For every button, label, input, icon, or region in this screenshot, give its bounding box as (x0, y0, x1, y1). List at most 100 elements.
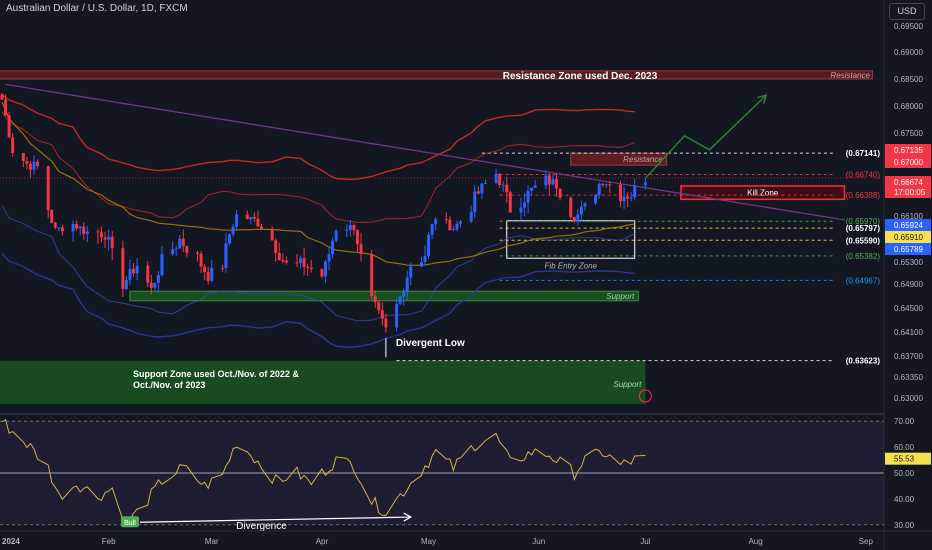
candle-body (352, 225, 356, 231)
candle-body (231, 226, 235, 235)
candle-body (235, 214, 239, 227)
candle-body (210, 267, 214, 281)
resistance-box-label: Resistance (623, 155, 663, 164)
zones-layer: Resistance Zone used Dec. 2023 Resistance… (0, 70, 873, 404)
candle-body (498, 173, 502, 186)
candle-body (355, 230, 359, 245)
candle-body (327, 254, 331, 262)
candle-body (423, 256, 427, 263)
candle-body (505, 184, 509, 193)
support-zone-label-line1: Support Zone used Oct./Nov. of 2022 & (133, 369, 299, 379)
rsi-tick-label: 70.00 (894, 417, 915, 426)
price-tick-label: 0.65300 (894, 258, 923, 267)
time-tick-label: May (421, 537, 436, 546)
time-tick-label: Feb (102, 537, 116, 546)
price-badge-label: 0.67135 (894, 146, 923, 155)
candle-body (601, 183, 605, 185)
candle-body (53, 222, 57, 228)
price-level-label: (0.65797) (846, 224, 881, 233)
candle-body (82, 226, 86, 234)
candle-body (373, 296, 377, 303)
support-zone-middle (129, 290, 639, 302)
time-tick-label: Mar (205, 537, 219, 546)
price-badge (885, 144, 931, 156)
candle-body (345, 229, 349, 231)
candle-body (469, 212, 473, 222)
candle-body (380, 310, 384, 319)
price-tick-label: 0.64900 (894, 280, 923, 289)
kill-zone-label: Kill Zone (747, 189, 779, 198)
candle-body (377, 302, 381, 311)
candle-body (526, 190, 530, 203)
candle-body (46, 166, 50, 211)
candle-body (32, 161, 36, 170)
rsi-line (1, 419, 646, 521)
candle-body (309, 267, 313, 270)
candle-body (323, 261, 327, 277)
candle-body (594, 194, 598, 204)
bands-layer (1, 83, 846, 349)
price-level-label: (0.64967) (846, 276, 881, 285)
price-level-label: (0.65590) (846, 236, 881, 245)
candle-body (281, 260, 285, 262)
candle-body (384, 318, 388, 328)
candle-body (284, 260, 288, 263)
candle-body (299, 258, 303, 263)
candle-body (259, 226, 263, 229)
candle-body (100, 232, 104, 238)
candle-body (196, 252, 199, 254)
candle-body (405, 277, 409, 293)
candle-body (203, 266, 207, 273)
price-tick-label: 0.63000 (894, 394, 923, 403)
price-badge (885, 231, 931, 243)
price-tick-label: 0.64100 (894, 328, 923, 337)
candle-body (555, 179, 559, 189)
time-tick-label: Apr (316, 537, 329, 546)
kill-zone-box (680, 185, 846, 201)
candle-body (270, 228, 274, 241)
lower-band-outer (1, 252, 635, 349)
fib-entry-box (506, 220, 636, 259)
price-badge-label: 0.65924 (894, 221, 923, 230)
candle-body (57, 227, 61, 229)
divergence-label: Divergence (236, 521, 287, 532)
candle-body (597, 183, 601, 195)
candle-body (306, 266, 310, 268)
projection-arrowhead (757, 94, 768, 105)
price-badge (885, 219, 931, 231)
candle-body (448, 219, 452, 231)
candle-body (160, 253, 164, 276)
candle-body (4, 99, 8, 116)
price-tick-label: 0.64500 (894, 304, 923, 313)
candle-body (579, 206, 583, 215)
candle-body (7, 115, 11, 138)
candle-body (302, 258, 306, 267)
price-badge-sublabel: 17:00:05 (894, 188, 926, 197)
candle-body (473, 191, 477, 213)
price-tick-label: 0.63350 (894, 373, 923, 382)
price-badge-label: 0.65910 (894, 233, 923, 242)
candle-body (132, 268, 136, 274)
candle-body (146, 265, 150, 283)
candle-body (494, 173, 498, 184)
price-badge-label: 0.65789 (894, 245, 923, 254)
candle-body (121, 248, 125, 290)
candle-body (348, 225, 352, 230)
currency-button[interactable]: USD (889, 3, 925, 20)
candle-body (124, 279, 128, 290)
candle-body (245, 214, 249, 220)
candle-body (128, 268, 132, 280)
lower-band-inner (1, 205, 635, 322)
candle-body (274, 240, 278, 253)
candle-body (419, 262, 423, 267)
candle-body (96, 231, 100, 233)
time-tick-label: Jun (532, 537, 545, 546)
candle-body (21, 152, 25, 161)
support-zone-side-label: Support (613, 380, 642, 389)
candle-body (149, 282, 153, 288)
candle-body (103, 237, 107, 240)
candle-body (78, 226, 82, 229)
price-tick-label: 0.66100 (894, 212, 923, 221)
